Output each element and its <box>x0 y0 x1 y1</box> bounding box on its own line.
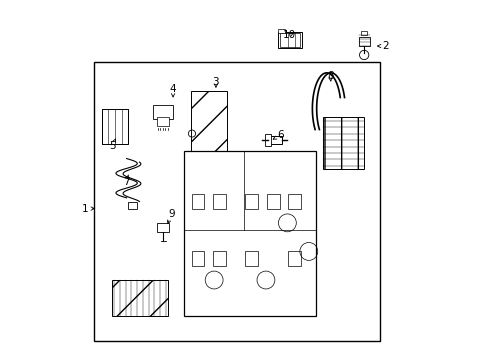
Text: 1: 1 <box>82 203 89 213</box>
Bar <box>102 109 128 144</box>
Text: 4: 4 <box>169 84 176 94</box>
Bar <box>94 62 380 341</box>
Bar <box>191 251 204 266</box>
Text: 10: 10 <box>282 30 295 40</box>
Bar <box>361 31 366 35</box>
Bar <box>213 194 225 209</box>
Bar <box>128 202 137 208</box>
Text: 6: 6 <box>276 130 283 140</box>
Bar <box>280 33 299 47</box>
Bar <box>213 251 225 266</box>
Bar <box>112 280 167 316</box>
Text: 7: 7 <box>123 177 130 187</box>
Bar <box>266 194 279 209</box>
Text: 3: 3 <box>212 77 219 87</box>
Text: 5: 5 <box>109 141 115 151</box>
Bar <box>183 152 315 316</box>
Text: 8: 8 <box>326 71 333 81</box>
Bar <box>264 134 270 146</box>
Bar <box>358 37 369 46</box>
Bar <box>323 117 364 169</box>
Text: 9: 9 <box>167 209 174 219</box>
Bar <box>157 117 169 126</box>
Text: 2: 2 <box>382 41 388 51</box>
Bar <box>244 194 258 209</box>
Bar <box>157 223 169 232</box>
Bar <box>267 136 282 144</box>
Bar <box>190 91 226 155</box>
Bar <box>278 32 301 48</box>
Bar <box>244 251 258 266</box>
Bar <box>287 251 300 266</box>
Bar <box>278 28 285 33</box>
Bar <box>153 105 173 119</box>
Bar <box>287 194 300 209</box>
Bar <box>191 194 204 209</box>
